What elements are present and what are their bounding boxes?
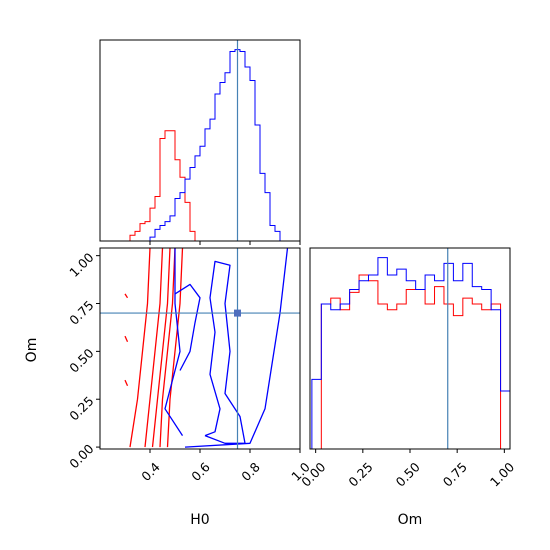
contour-y-tick-label-4: 1.00: [66, 250, 96, 280]
contour-y-tick-label-3: 0.75: [66, 298, 96, 328]
h0-histogram-panel: [99, 39, 301, 245]
contour-x-tick-label-0: 0.4: [138, 459, 163, 484]
hist-om-x-tick-label-3: 0.75: [440, 459, 470, 489]
contour-x-tick-label-2: 0.8: [238, 459, 263, 484]
contour-y-tick-label-0: 0.00: [66, 441, 96, 471]
contour-y-tick-label-2: 0.50: [66, 345, 96, 375]
hist-om-x-tick-label-2: 0.50: [393, 459, 423, 489]
contour-series-0-line-1: [144, 248, 164, 448]
om-histogram-frame: [309, 247, 511, 450]
x-axis-label-h0: H0: [190, 512, 209, 528]
hist-om-series-0-step: [311, 274, 510, 450]
contour-series-1-line-1: [184, 248, 289, 448]
hist-om-x-tick-label-4: 1.00: [487, 459, 517, 489]
x-axis-label-om: Om: [398, 512, 423, 528]
om-histogram-panel: 0.00 0.25 0.50 0.75 1.00: [298, 247, 517, 490]
contour-series-0-line-2: [151, 248, 171, 448]
truth-marker: [234, 309, 241, 317]
contour-y-tick-label-1: 0.25: [66, 393, 96, 423]
contour-x-tick-label-1: 0.6: [188, 459, 213, 484]
contour-series-0-line-6: [124, 335, 129, 343]
hist-om-x-tick-label-1: 0.25: [345, 459, 375, 489]
contour-frame: [99, 247, 301, 450]
hist-om-series-1-step: [311, 257, 511, 449]
hist-h0-series-1-step: [100, 49, 300, 242]
contour-series-1-line-3: [174, 283, 201, 371]
contour-series-0-line-0: [129, 248, 151, 448]
contour-series-0-line-5: [124, 293, 129, 299]
contour-series-0-line-3: [159, 248, 176, 448]
contour-series-0-line-7: [124, 379, 129, 387]
y-axis-label-om: Om: [24, 338, 40, 363]
h0-om-contour-panel: 0.4 0.6 0.8 1.00.000.250.500.751.00: [66, 247, 313, 484]
contour-series-1-line-2: [164, 248, 184, 436]
contour-series-1-line-0: [204, 260, 246, 444]
